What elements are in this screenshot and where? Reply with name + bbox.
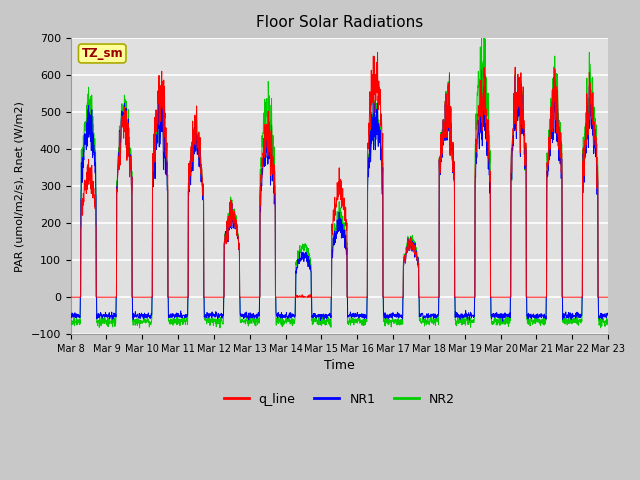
Text: TZ_sm: TZ_sm — [81, 47, 123, 60]
X-axis label: Time: Time — [324, 360, 355, 372]
Legend: q_line, NR1, NR2: q_line, NR1, NR2 — [219, 388, 460, 411]
Title: Floor Solar Radiations: Floor Solar Radiations — [256, 15, 423, 30]
Y-axis label: PAR (umol/m2/s), Rnet (W/m2): PAR (umol/m2/s), Rnet (W/m2) — [15, 101, 25, 272]
